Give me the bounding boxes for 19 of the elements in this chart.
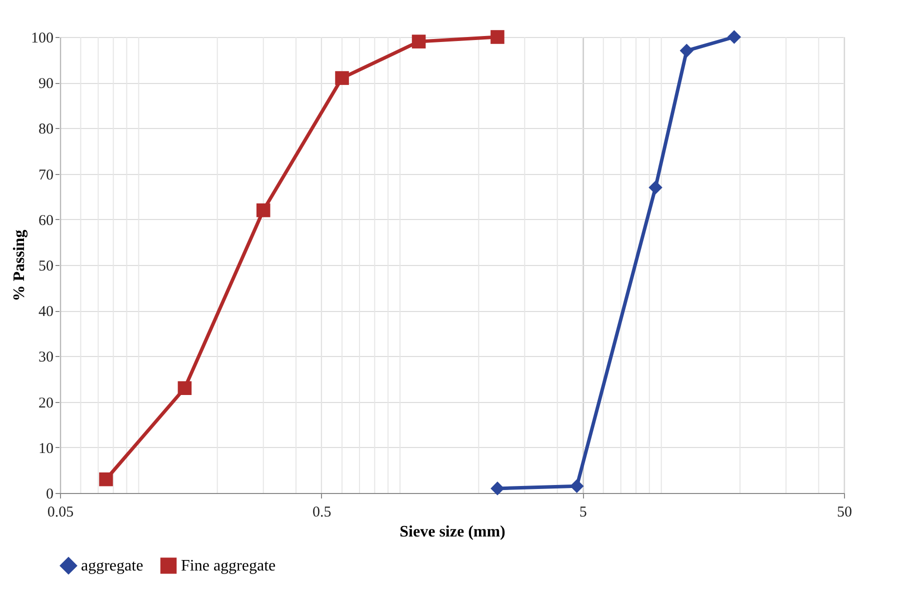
y-tick-label: 60 bbox=[38, 212, 54, 229]
y-tick-label: 40 bbox=[38, 304, 54, 320]
y-axis-title: % Passing bbox=[11, 230, 28, 302]
y-tick-label: 80 bbox=[38, 122, 54, 138]
x-tick-label: 50 bbox=[837, 504, 852, 520]
y-tick-label: 90 bbox=[38, 76, 54, 92]
y-tick-label: 10 bbox=[38, 440, 54, 457]
y-tick-label: 50 bbox=[38, 258, 54, 274]
y-tick-label: 20 bbox=[38, 395, 54, 412]
y-tick-label: 30 bbox=[38, 350, 54, 366]
y-tick-label: 70 bbox=[38, 167, 54, 184]
y-tick-label: 0 bbox=[46, 486, 54, 502]
x-tick-label: 5 bbox=[579, 504, 587, 520]
legend-label: Fine aggregate bbox=[181, 558, 276, 575]
y-tick-label: 100 bbox=[31, 30, 54, 46]
legend-label: aggregate bbox=[81, 558, 144, 575]
x-tick-label: 0.5 bbox=[312, 504, 332, 520]
x-axis-title: Sieve size (mm) bbox=[400, 524, 506, 540]
x-tick-label: 0.05 bbox=[47, 504, 74, 520]
